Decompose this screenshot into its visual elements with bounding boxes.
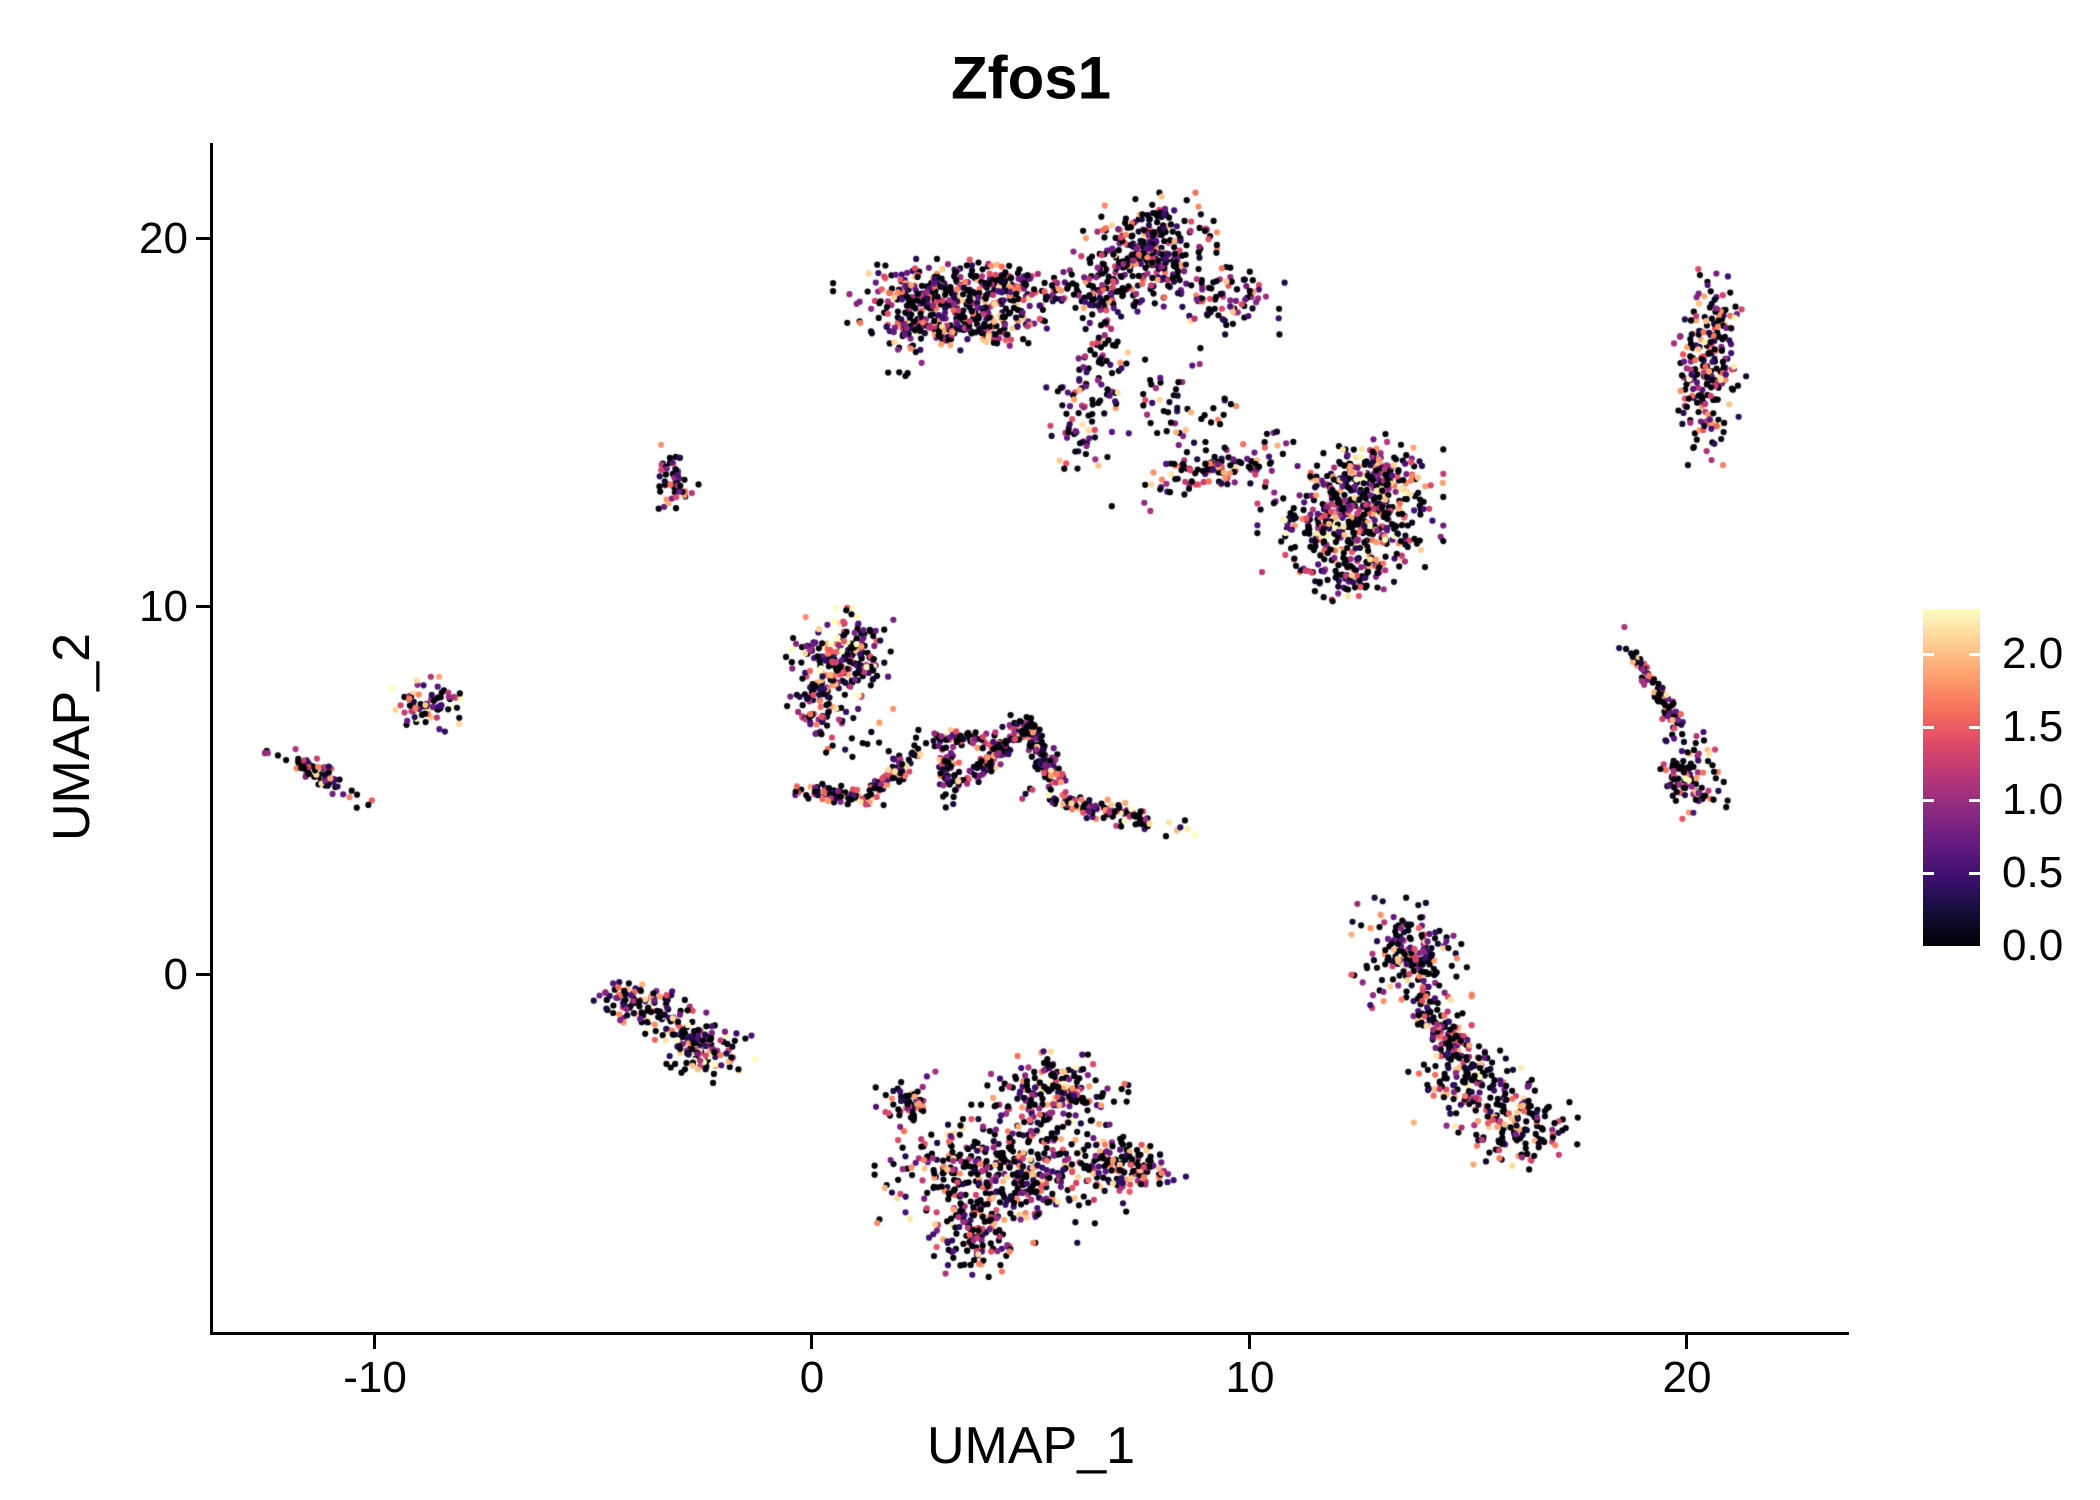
colorbar-tick (1969, 871, 1980, 875)
x-axis-tick-label: 10 (1225, 1353, 1275, 1402)
y-axis-title: UMAP_2 (43, 632, 101, 842)
y-axis-tick (196, 973, 210, 976)
colorbar-tick (1923, 871, 1934, 875)
plot-title: Zfos1 (950, 44, 1112, 112)
colorbar-tick-label: 0.0 (2002, 921, 2064, 970)
colorbar-tick (1969, 652, 1980, 656)
colorbar-tick-label: 0.5 (2002, 848, 2064, 897)
colorbar-tick (1923, 652, 1934, 656)
colorbar-tick (1923, 798, 1934, 802)
y-axis-tick-label: 10 (139, 582, 188, 631)
y-axis-tick-label: 0 (163, 950, 188, 999)
colorbar-tick-label: 2.0 (2002, 629, 2064, 678)
colorbar-tick (1969, 798, 1980, 802)
x-axis-tick (373, 1335, 376, 1349)
x-axis-tick (1685, 1335, 1688, 1349)
x-axis-tick-label: 0 (799, 1353, 825, 1402)
colorbar-tick-label: 1.5 (2002, 702, 2064, 751)
y-axis-tick-label: 20 (139, 214, 188, 263)
x-axis-tick (1248, 1335, 1251, 1349)
colorbar-tick (1969, 725, 1980, 729)
x-axis-tick-label: 20 (1662, 1353, 1712, 1402)
colorbar-tick-label: 1.0 (2002, 775, 2064, 824)
colorbar-tick (1923, 725, 1934, 729)
y-axis-line (210, 143, 213, 1335)
x-axis-line (210, 1332, 1849, 1335)
scatter-points-canvas (213, 143, 1849, 1332)
x-axis-title: UMAP_1 (926, 1417, 1136, 1475)
y-axis-tick (196, 237, 210, 240)
x-axis-tick (810, 1335, 813, 1349)
y-axis-tick (196, 605, 210, 608)
colorbar (1923, 609, 1980, 946)
x-axis-tick-label: -10 (343, 1353, 407, 1402)
